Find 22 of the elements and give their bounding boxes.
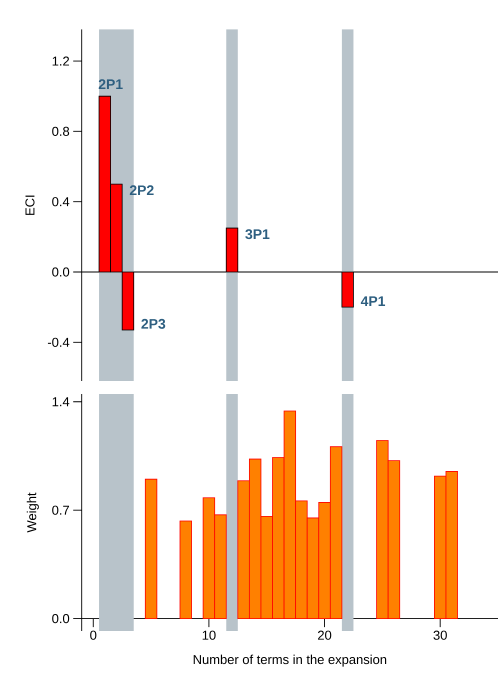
x-tick-label: 0 bbox=[90, 630, 96, 640]
y-tick-label: 0.4 bbox=[52, 197, 70, 206]
y-tick-label: 0.0 bbox=[52, 614, 70, 624]
annotation: 4P1 bbox=[360, 296, 386, 306]
y-tick-label: -0.4 bbox=[48, 338, 70, 347]
annotation: 2P3 bbox=[141, 318, 166, 329]
y-axis-title: ECI bbox=[25, 196, 35, 215]
y-tick-label: 0.7 bbox=[52, 506, 70, 515]
annotation: 2P2 bbox=[130, 185, 154, 196]
bar bbox=[144, 478, 158, 620]
y-tick-label: 0.8 bbox=[52, 126, 70, 136]
y-tick-label: 0.0 bbox=[52, 267, 70, 277]
y-tick-label: 1.4 bbox=[52, 397, 70, 406]
annotation: 3P1 bbox=[245, 229, 270, 240]
x-tick-label: 30 bbox=[433, 630, 447, 640]
x-tick-label: 20 bbox=[318, 630, 332, 640]
x-tick-label: 10 bbox=[202, 630, 216, 640]
y-axis-title: Weight bbox=[26, 492, 39, 532]
y-tick-label: 1.2 bbox=[52, 56, 70, 66]
annotation: 2P1 bbox=[98, 79, 123, 90]
x-axis-title: Number of terms in the expansion bbox=[194, 654, 386, 667]
bar bbox=[180, 520, 192, 620]
